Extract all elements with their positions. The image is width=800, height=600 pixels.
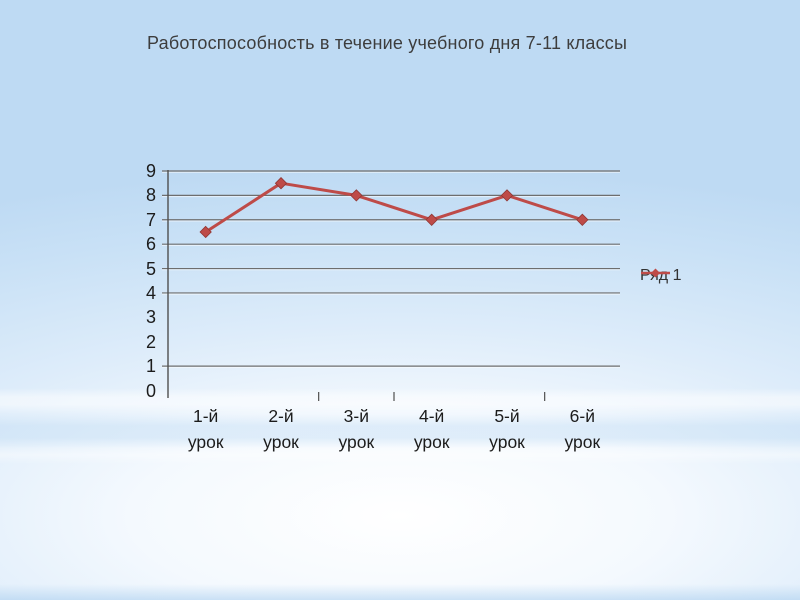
legend: Ряд 1 — [640, 267, 681, 285]
y-axis-tick-label: 4 — [145, 282, 156, 303]
y-axis-tick-label: 5 — [145, 258, 156, 279]
y-axis-tick-label: 2 — [145, 331, 156, 352]
x-axis-category-label: 6-й урок — [564, 406, 601, 452]
legend-series-marker-icon — [641, 268, 670, 278]
x-axis-category-label: 2-й урок — [263, 406, 299, 452]
x-axis-category-label: 3-й урок — [338, 406, 375, 452]
x-axis-category-label: 1-й урок — [187, 406, 224, 452]
x-axis-category-label: 4-й урок — [413, 406, 450, 452]
y-axis-tick-label: 8 — [145, 185, 156, 206]
x-axis-category-label: 5-й урок — [489, 406, 525, 452]
y-axis-tick-label: 6 — [145, 234, 156, 255]
legend-label: Ряд 1 — [640, 267, 682, 284]
y-axis-tick-label: 1 — [145, 356, 156, 377]
slide-title: Работоспособность в течение учебного дня… — [147, 33, 628, 53]
y-axis-tick-label: 9 — [145, 161, 156, 181]
y-axis-tick-label: 3 — [145, 307, 156, 328]
y-axis-tick-label: 0 — [145, 380, 156, 401]
y-axis-tick-label: 7 — [145, 209, 156, 230]
